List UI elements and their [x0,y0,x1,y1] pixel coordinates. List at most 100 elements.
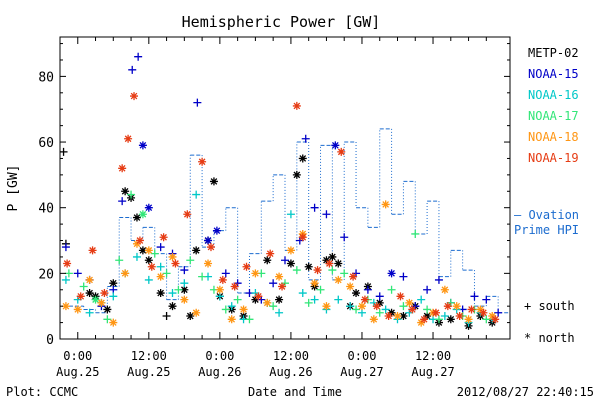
data-point-north [209,177,218,186]
data-point-south [494,308,503,317]
data-point-north [138,246,147,255]
data-point-north [369,315,378,324]
data-point-north [180,285,189,294]
data-point-north [61,302,70,311]
data-point-south [434,275,443,284]
plot-timestamp: 2012/08/27 22:40:15 [457,385,594,399]
data-point-south [245,315,254,324]
data-point-south [85,308,94,317]
data-point-south [434,315,443,324]
data-point-north [144,256,153,265]
data-point-north [479,308,488,317]
data-point-south [399,302,408,311]
data-point-north [352,289,361,298]
y-axis-label: P [GW] [6,165,21,212]
data-point-north [275,272,284,281]
data-point-south [411,229,420,238]
x-tick-label-time: 12:00 [131,349,167,363]
data-point-north [357,302,366,311]
data-point-north [73,305,82,314]
data-point-north [393,312,402,321]
data-point-north [310,279,319,288]
data-point-north [85,289,94,298]
data-point-north [491,315,500,324]
data-point-south [128,65,137,74]
data-point-south [156,243,165,252]
data-point-north [286,259,295,268]
data-point-north [286,246,295,255]
data-point-north [334,259,343,268]
x-tick-label-date: Aug.26 [269,365,312,379]
data-point-south [73,269,82,278]
data-point-south [64,269,73,278]
data-point-north [396,292,405,301]
data-point-south [346,302,355,311]
ovation-legend-label: — Ovation [514,208,579,222]
x-tick-label-time: 0:00 [63,349,92,363]
data-point-north [147,262,156,271]
data-point-north [263,256,272,265]
data-point-north [417,318,426,327]
data-point-north [431,308,440,317]
data-point-north [198,157,207,166]
data-point-north [192,246,201,255]
data-point-north [443,302,452,311]
series-noaa-17 [64,190,491,324]
data-point-north [242,262,251,271]
data-point-north [349,272,358,281]
data-point-south [340,233,349,242]
data-point-north [387,269,396,278]
data-point-north [239,305,248,314]
data-point-south [269,302,278,311]
data-point-north [328,252,337,261]
data-point-north [168,252,177,261]
ovation-legend-label: Prime HPI [514,223,579,237]
data-point-north [405,298,414,307]
data-point-south [281,256,289,265]
legend: METP-02 NOAA-15 NOAA-16 NOAA-17 NOAA-18 NOAA-… [528,46,579,165]
data-point-north [227,315,236,324]
marker-legend: + south * north [524,299,575,345]
data-point-north [408,305,417,314]
y-axis: 0 20 40 60 80 [38,43,510,348]
data-point-north [334,275,343,284]
data-point-south [221,269,230,278]
data-point-south [440,312,449,321]
legend-entry: NOAA-17 [528,109,579,123]
marker-legend-entry: + south [524,299,575,313]
data-point-south [352,305,361,314]
data-point-north [144,203,153,212]
data-points-layer [59,52,503,330]
legend-entry: NOAA-19 [528,151,579,165]
data-point-north [171,259,180,268]
data-point-south [156,262,165,271]
y-tick-label: 40 [38,202,54,217]
data-point-south [162,312,171,321]
data-point-south [423,305,432,314]
data-point-south [470,292,479,301]
data-point-south [127,190,136,199]
data-point-south [180,266,189,275]
data-point-north [180,295,189,304]
x-tick-label-time: 12:00 [415,349,451,363]
chart-title: Hemispheric Power [GW] [182,13,381,31]
x-tick-label-time: 12:00 [273,349,309,363]
data-point-north [156,289,165,298]
data-point-north [212,226,221,235]
data-point-north [109,279,118,288]
data-point-north [124,134,133,143]
x-axis: 0:00 Aug.25 12:00 Aug.25 0:00 Aug.26 12:00 Aug.… [56,37,487,379]
data-point-south [375,292,384,301]
data-point-south [340,269,349,278]
data-point-north [138,210,147,219]
series-metp-02 [59,147,497,330]
data-point-north [488,312,497,321]
data-point-south [310,295,319,304]
data-point-south [132,252,141,261]
x-tick-label-date: Aug.26 [198,365,241,379]
data-point-north [360,295,369,304]
data-point-south [399,272,408,281]
data-point-south [482,315,491,324]
